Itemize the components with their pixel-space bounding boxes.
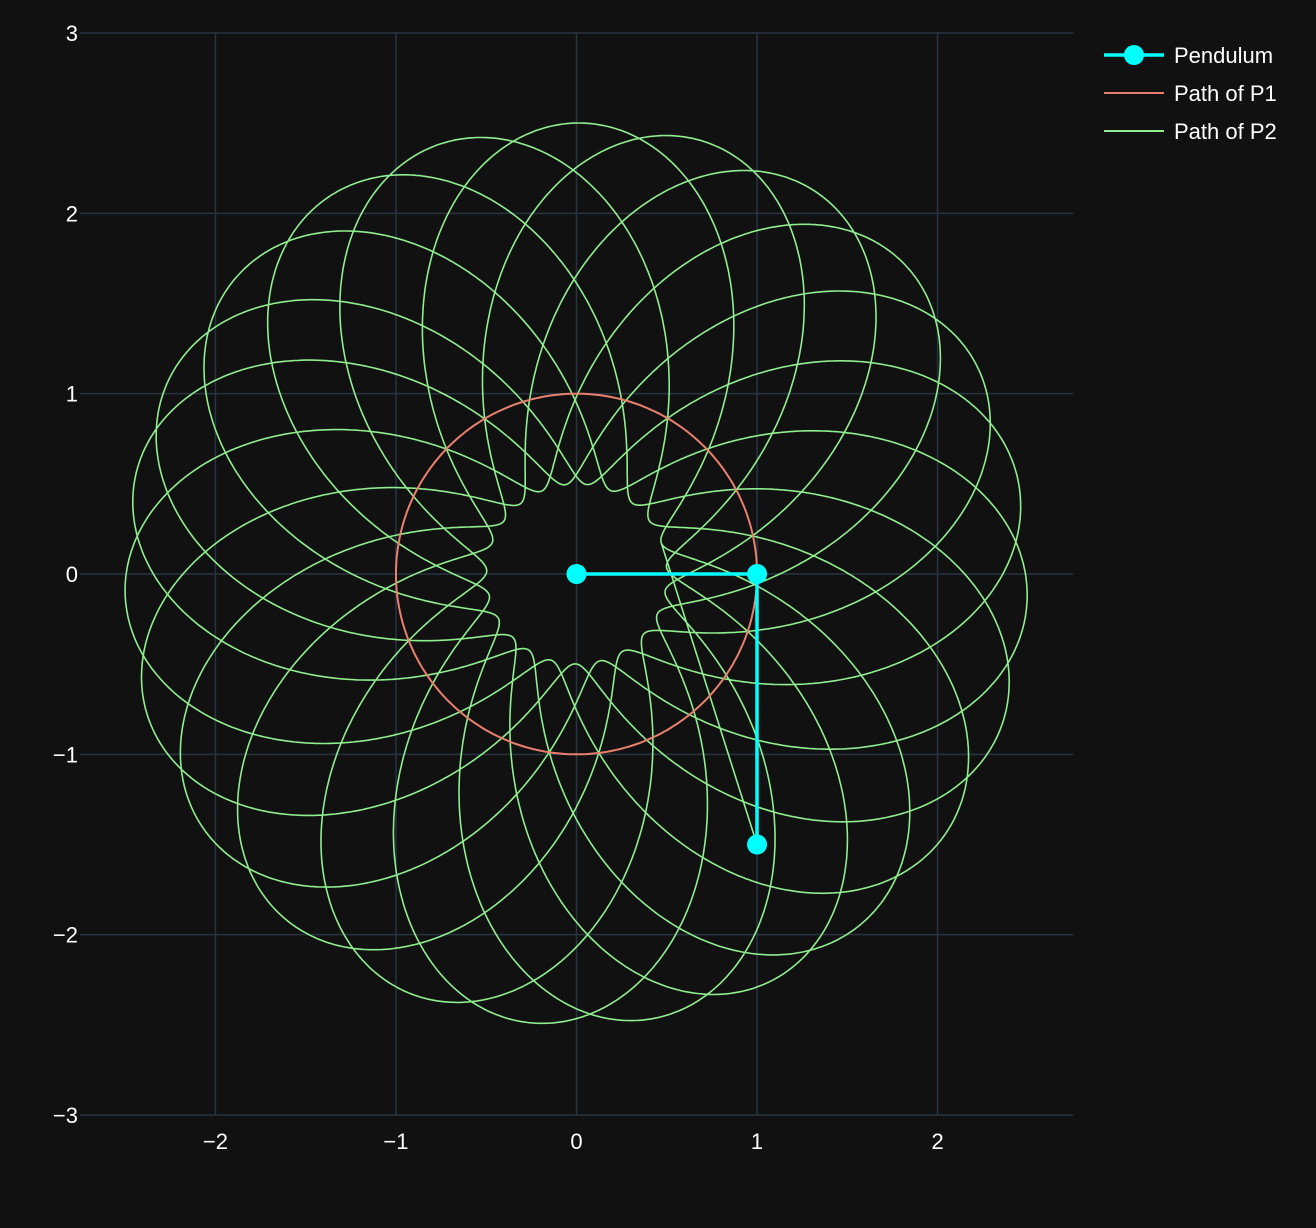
pendulum-line — [576, 572, 759, 845]
y-tick-label: −1 — [53, 742, 78, 767]
legend-label: Path of P1 — [1174, 81, 1277, 106]
series-path-of-p1 — [395, 392, 758, 756]
y-tick-label: −3 — [53, 1103, 78, 1128]
path-of-p2-line — [124, 122, 1028, 1025]
legend-label: Pendulum — [1174, 43, 1273, 68]
pendulum-point — [747, 834, 768, 855]
y-tick-label: −2 — [53, 923, 78, 948]
y-tick-label: 3 — [66, 21, 78, 46]
legend-item[interactable]: Path of P1 — [1104, 81, 1277, 106]
tick-labels: −2 −1 0 1 2 3 2 1 0 −1 −2 −3 — [53, 21, 944, 1154]
series-path-of-p2 — [124, 122, 1028, 1025]
y-tick-label: 0 — [66, 562, 78, 587]
legend-item[interactable]: Path of P2 — [1104, 119, 1277, 144]
series-pendulum — [566, 564, 768, 855]
legend-item[interactable]: Pendulum — [1104, 43, 1273, 68]
x-tick-label: −2 — [203, 1129, 228, 1154]
x-tick-label: 1 — [751, 1129, 763, 1154]
path-of-p1-line — [395, 392, 758, 756]
pendulum-point — [747, 564, 768, 584]
legend-label: Path of P2 — [1174, 119, 1277, 144]
x-tick-label: −1 — [383, 1129, 408, 1154]
legend[interactable]: Pendulum Path of P1 Path of P2 — [1104, 43, 1277, 144]
pendulum-point — [566, 564, 587, 584]
y-tick-label: 1 — [66, 382, 78, 407]
y-tick-label: 2 — [66, 201, 78, 226]
x-tick-label: 2 — [931, 1129, 943, 1154]
x-tick-label: 0 — [570, 1129, 582, 1154]
legend-marker — [1124, 45, 1144, 65]
